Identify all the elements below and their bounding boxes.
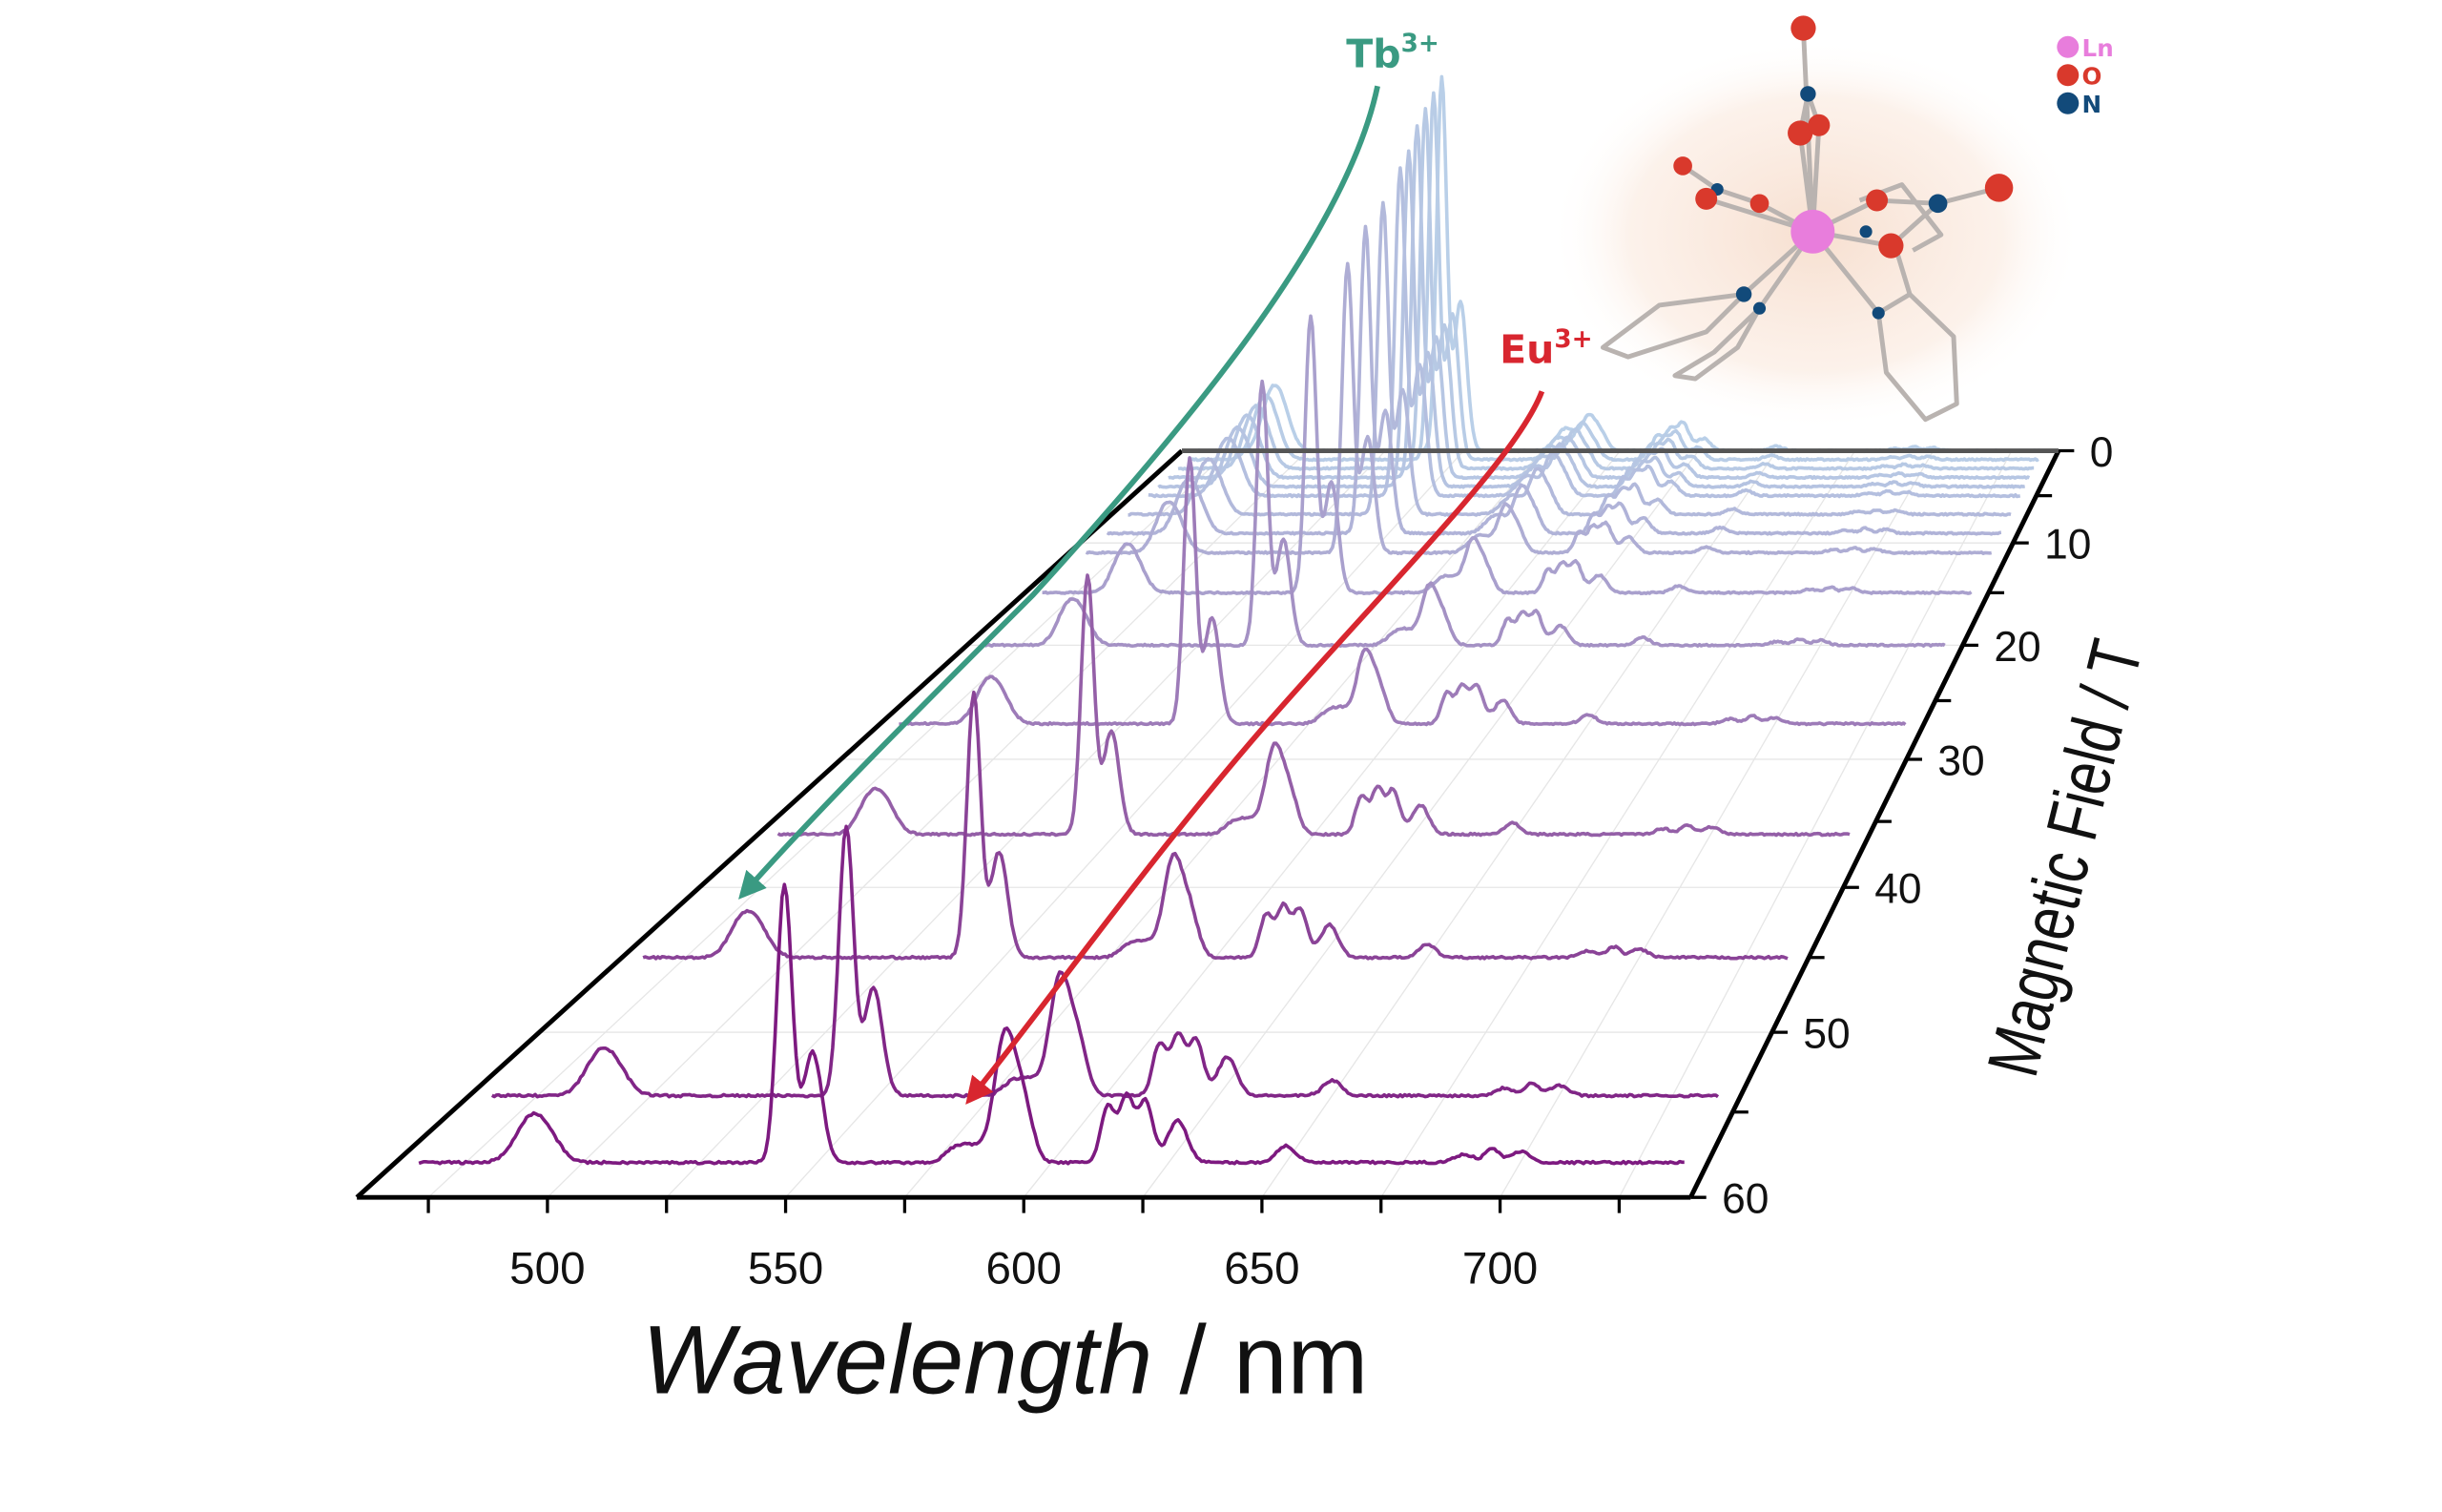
field-tick-label: 20 (1994, 624, 2040, 671)
spectrum-trace-5T (1148, 166, 2021, 499)
spectrum-trace-54T (490, 824, 1720, 1099)
x-tick-label: 650 (1224, 1243, 1299, 1294)
ln-swatch (2057, 35, 2080, 58)
x-tick-label: 700 (1462, 1243, 1538, 1294)
grid-line (427, 450, 1230, 1198)
spectrum-trace-11T (1085, 261, 1993, 555)
spectrum-trace-20T (983, 379, 1946, 648)
grid-line (1500, 450, 1935, 1198)
spectrum-trace-7T (1128, 200, 2012, 517)
grid-line (1261, 450, 1778, 1198)
spectrum-trace-36T (776, 573, 1851, 838)
grid-line (547, 450, 1308, 1198)
axes: 500 550 600 650 700 0 10 20 30 40 50 60 (355, 429, 2114, 1294)
grid-line (1023, 450, 1621, 1198)
field-tick-label: 40 (1874, 866, 1921, 913)
grid-line (666, 450, 1386, 1198)
grid-line (785, 450, 1464, 1198)
eu-trend-arrow (965, 390, 1545, 1105)
spectrum-trace-45T (642, 690, 1789, 961)
atom-legend: Ln O N (2057, 34, 2114, 118)
legend-n: N (2082, 91, 2102, 118)
legend-o: O (2082, 63, 2102, 91)
tb-label: Tb3+ (1346, 30, 1439, 76)
grid-line (1618, 450, 2013, 1198)
spectrum-trace-27T (899, 456, 1907, 727)
eu-label: Eu3+ (1500, 325, 1592, 372)
base-plane-grid (357, 449, 2059, 1198)
field-tick-label: 30 (1937, 737, 1984, 784)
x-tick-label: 600 (986, 1243, 1062, 1294)
x-tick-label: 550 (748, 1243, 823, 1294)
o-swatch (2057, 64, 2080, 87)
field-tick-label: 50 (1803, 1011, 1850, 1058)
legend-ln: Ln (2082, 34, 2114, 62)
x-tick-label: 500 (509, 1243, 585, 1294)
spectrum-trace-2T (1177, 107, 2035, 471)
spectrum-trace-1T (1188, 91, 2039, 463)
field-tick-label: 60 (1722, 1176, 1769, 1223)
n-swatch (2057, 92, 2080, 114)
field-tick-label: 0 (2090, 429, 2114, 476)
grid-line (1380, 450, 1856, 1198)
y-axis-title: Magnetic Field / T (1973, 632, 2158, 1084)
field-tick-label: 10 (2044, 522, 2091, 569)
molecule-structure (1549, 15, 2082, 431)
x-axis-title: Wavelength / nm (642, 1305, 1368, 1414)
grid-line (903, 450, 1542, 1198)
left-edge-line (355, 448, 1184, 1200)
tb-trend-arrow (738, 85, 1380, 900)
spectrum-trace-3T (1168, 124, 2031, 481)
field-axis-line (1688, 449, 2061, 1199)
spectrum-trace-58T (418, 882, 1685, 1166)
